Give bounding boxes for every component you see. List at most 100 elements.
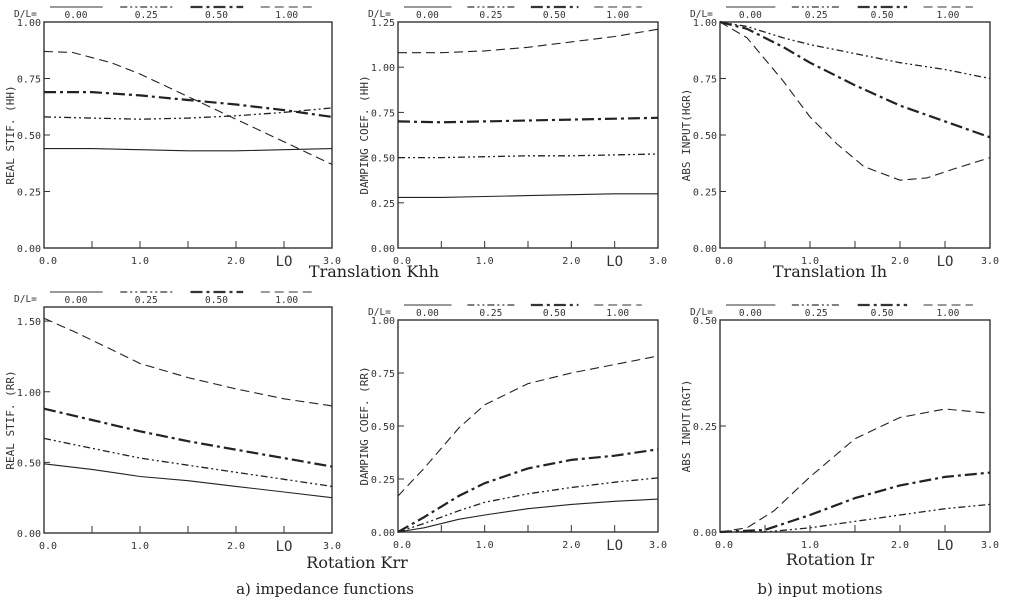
x-axis-label: LO [937,254,954,270]
x-tick-label: 3.0 [323,541,341,552]
legend: D/L= 0.00 0.25 0.50 1.00 [690,5,973,21]
series-line-0.00 [43,463,333,499]
series-line-0.00 [44,148,333,152]
y-tick-label: 1.00 [693,18,717,29]
y-tick-label: 0.50 [17,131,41,142]
legend-entry: 0.50 [543,10,566,21]
y-axis-label: ABS INPUT(HGR) [680,89,693,182]
legend-entry: 0.00 [739,10,762,21]
x-tick-label: 1.0 [476,540,494,551]
series-line-1.00 [719,21,991,181]
y-tick-label: 0.00 [371,244,395,255]
legend: D/L= 0.00 0.25 0.50 1.00 [14,5,314,21]
x-tick-label: 2.0 [227,541,245,552]
legend: D/L= 0.00 0.25 0.50 1.00 [368,5,642,21]
y-tick-label: 0.25 [17,188,41,199]
chart-footer-title: Translation Ih [773,262,887,281]
chart-ih-abs: 0.00 0.25 0.50 0.75 1.00 0.0 1.0 2.0 3.0 LO ABS IN… [680,5,999,281]
x-tick-label: 0.0 [715,256,733,267]
y-tick-label: 0.00 [371,528,395,539]
series-line-0.50 [397,116,659,124]
y-tick-label: 0.25 [371,475,395,486]
x-tick-label: 3.0 [649,256,667,267]
x-tick-label: 2.0 [562,256,580,267]
x-tick-label: 0.0 [715,540,733,551]
y-axis-label: ABS INPUT(RGT) [680,380,693,473]
y-tick-label: 0.00 [693,528,717,539]
x-tick-label: 0.0 [39,541,57,552]
series-line-1.00 [397,355,659,497]
series-line-1.00 [719,408,991,533]
series-line-0.50 [44,90,333,118]
y-tick-label: 1.50 [17,317,41,328]
plot-frame [397,21,659,249]
plot-frame [719,319,991,533]
legend-entry: 0.25 [135,10,158,21]
y-tick-label: 0.25 [693,188,717,199]
y-tick-label: 1.00 [17,18,41,29]
legend: D/L= 0.00 0.25 0.50 1.00 [690,303,973,319]
y-tick-label: 0.00 [17,244,41,255]
y-tick-label: 0.00 [693,244,717,255]
legend-entry: 0.25 [135,295,158,306]
y-axis-label: REAL STIF. (RR) [4,370,17,469]
y-tick-label: 0.75 [693,75,717,86]
y-tick-label: 0.25 [693,422,717,433]
plot-frame [397,319,659,533]
series-line-1.00 [43,50,333,165]
x-tick-label: 3.0 [981,256,999,267]
plot-frame [719,21,991,249]
series-line-0.00 [398,193,658,198]
legend-entry: 0.50 [205,10,228,21]
x-axis-label: LO [937,538,954,554]
series-line-1.00 [43,317,333,407]
chart-footer-title: Translation Khh [309,262,439,281]
legend-entry: 0.25 [479,10,502,21]
legend-entry: 1.00 [275,295,298,306]
legend-entry: 0.00 [65,295,88,306]
y-axis-label: DAMPING COEF. (RR) [358,366,371,485]
series-line-0.50 [43,407,333,468]
y-tick-label: 0.50 [693,316,717,327]
series-line-0.25 [719,21,991,80]
x-tick-label: 0.0 [393,540,411,551]
y-tick-label: 0.75 [17,75,41,86]
legend-entry: 1.00 [936,10,959,21]
chart-khh-real: 0.00 0.25 0.50 0.75 1.00 0.0 1.0 2.0 3.0 LO REAL S… [4,5,439,281]
x-tick-label: 2.0 [891,256,909,267]
x-tick-label: 2.0 [227,256,245,267]
legend-entry: 0.50 [871,308,894,319]
x-axis-label: LO [276,539,293,555]
x-axis-label: LO [276,254,293,270]
series-line-0.25 [43,437,333,488]
series-line-0.50 [397,448,659,533]
legend-entry: 0.25 [805,308,828,319]
chart-footer-title: Rotation Krr [306,553,408,572]
legend-prefix: D/L= [690,307,713,318]
y-tick-label: 0.25 [371,199,395,210]
legend-entry: 0.50 [543,308,566,319]
y-tick-label: 0.50 [17,458,41,469]
y-tick-label: 0.50 [371,422,395,433]
y-tick-label: 0.75 [371,108,395,119]
legend: D/L= 0.00 0.25 0.50 1.00 [368,303,642,319]
x-axis-label: LO [606,538,623,554]
chart-khh-damp: 0.00 0.25 0.50 0.75 1.00 1.25 0.0 1.0 2.0 3.0 LO DA… [358,5,667,270]
legend-entry: 1.00 [606,10,629,21]
legend-entry: 0.00 [65,10,88,21]
x-tick-label: 1.0 [801,256,819,267]
legend-entry: 0.00 [416,10,439,21]
legend-entry: 1.00 [936,308,959,319]
y-axis-label: DAMPING COEF. (HH) [358,75,371,194]
legend: D/L= 0.00 0.25 0.50 1.00 [14,290,314,306]
legend-entry: 0.50 [205,295,228,306]
series-line-0.25 [720,503,991,533]
y-tick-label: 0.50 [693,131,717,142]
y-tick-label: 1.00 [17,388,41,399]
x-tick-label: 1.0 [131,541,149,552]
legend-entry: 0.25 [479,308,502,319]
y-tick-label: 0.75 [371,369,395,380]
legend-entry: 0.00 [739,308,762,319]
